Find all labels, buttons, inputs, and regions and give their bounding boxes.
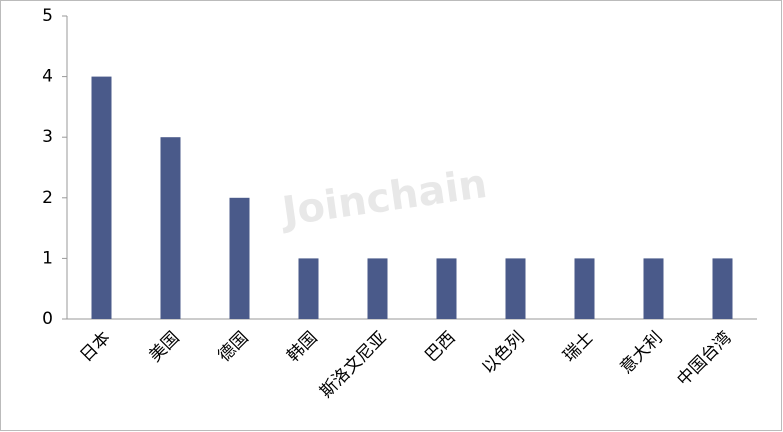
bar (298, 258, 319, 319)
bar (574, 258, 595, 319)
y-tick-label: 4 (42, 67, 53, 87)
bar (712, 258, 733, 319)
y-tick-label: 3 (42, 127, 53, 147)
y-tick-label: 2 (42, 188, 53, 208)
bar (160, 137, 181, 319)
bar (436, 258, 457, 319)
bar (229, 197, 250, 319)
y-tick-label: 1 (42, 248, 53, 268)
bar (91, 76, 112, 319)
y-tick-label: 5 (42, 6, 53, 26)
bar (505, 258, 526, 319)
bar (367, 258, 388, 319)
bar (643, 258, 664, 319)
y-tick-label: 0 (42, 309, 53, 329)
